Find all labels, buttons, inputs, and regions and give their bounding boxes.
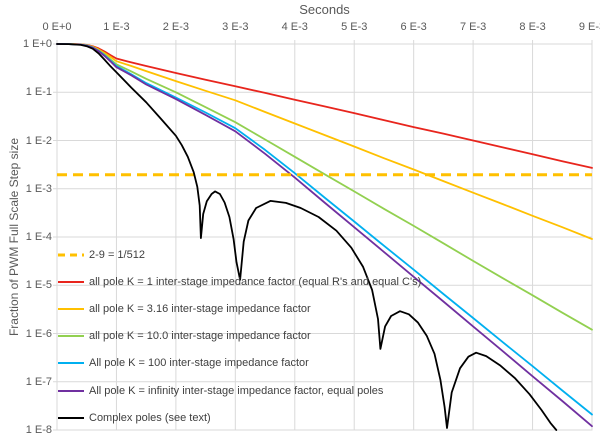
legend-item-2: all pole K = 3.16 inter-stage impedance … (58, 295, 421, 322)
legend-item-4: All pole K = 100 inter-stage impedance f… (58, 350, 421, 377)
legend-line-icon (58, 280, 84, 283)
y-tick-label: 1 E-1 (25, 86, 52, 99)
x-tick-label: 3 E-3 (222, 21, 249, 33)
y-axis-tick-labels: 1 E+0 1 E-1 1 E-2 1 E-3 1 E-4 1 E-5 1 E-6 1 E-7… (0, 0, 52, 446)
y-tick-label: 1 E-5 (25, 279, 52, 292)
y-tick-label: 1 E-3 (25, 182, 52, 195)
x-tick-label: 1 E-3 (103, 21, 130, 33)
y-tick-label: 1 E-4 (25, 231, 52, 243)
legend-label: all pole K = 3.16 inter-stage impedance … (89, 302, 311, 315)
x-tick-label: 5 E-3 (341, 21, 368, 33)
y-tick-label: 1 E-7 (25, 375, 52, 388)
x-tick-label: 7 E-3 (459, 21, 487, 33)
legend-item-1: all pole K = 1 inter-stage impedance fac… (58, 268, 421, 295)
legend-label: 2-9 = 1/512 (89, 248, 145, 261)
x-tick-label: 0 E+0 (42, 21, 72, 33)
legend: 2-9 = 1/512 all pole K = 1 inter-stage im… (58, 241, 421, 431)
legend-label: All pole K = infinity inter-stage impeda… (89, 384, 384, 397)
plot-border (56, 43, 593, 431)
legend-label: All pole K = 100 inter-stage impedance f… (89, 357, 309, 370)
legend-label: Complex poles (see text) (89, 411, 211, 424)
series-line-5 (56, 43, 558, 431)
y-tick-label: 1 E-8 (25, 424, 52, 436)
legend-label: all pole K = 10.0 inter-stage impedance … (89, 330, 311, 343)
y-tick-label: 1 E+0 (22, 38, 52, 50)
y-tick-label: 1 E-2 (25, 134, 52, 147)
x-tick-label: 4 E-3 (281, 21, 308, 33)
x-tick-label: 9 E-3 (578, 21, 600, 33)
series-line-4 (56, 43, 593, 428)
series-line-0 (56, 43, 593, 169)
x-axis-tick-labels: 0 E+0 1 E-3 2 E-3 3 E-3 4 E-3 5 E-3 6 E-3 7 E-3… (0, 21, 600, 35)
legend-item-3: all pole K = 10.0 inter-stage impedance … (58, 323, 421, 350)
legend-line-icon (58, 416, 84, 419)
x-tick-label: 2 E-3 (162, 21, 190, 33)
legend-line-icon (58, 389, 84, 392)
x-tick-label: 8 E-3 (519, 21, 546, 33)
legend-label: all pole K = 1 inter-stage impedance fac… (89, 275, 422, 288)
legend-line-icon (58, 362, 84, 365)
legend-item-5: All pole K = infinity inter-stage impeda… (58, 377, 421, 404)
x-axis-title: Seconds (299, 2, 350, 17)
legend-item-0: 2-9 = 1/512 (58, 241, 421, 268)
legend-item-6: Complex poles (see text) (58, 404, 421, 431)
legend-line-icon (58, 307, 84, 310)
legend-dashed-line-icon (58, 253, 84, 257)
y-tick-label: 1 E-6 (25, 327, 52, 340)
legend-line-icon (58, 335, 84, 338)
x-tick-label: 6 E-3 (400, 21, 427, 33)
series-line-1 (56, 43, 593, 240)
